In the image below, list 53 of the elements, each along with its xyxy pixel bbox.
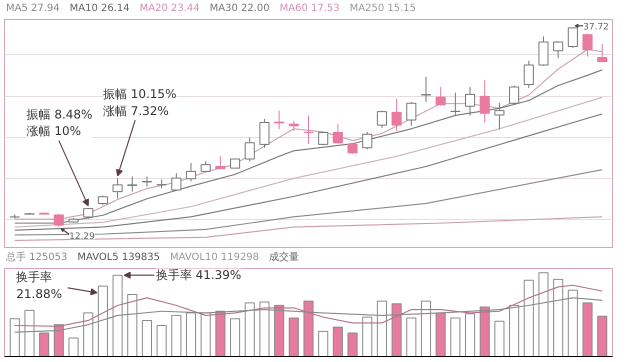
- candlestick: [142, 176, 152, 188]
- bar: [288, 317, 299, 356]
- candlestick: [112, 178, 123, 199]
- bar: [68, 338, 79, 356]
- candlestick: [538, 36, 549, 66]
- bar: [494, 320, 504, 356]
- candlestick: [392, 98, 402, 132]
- candlestick: [480, 80, 490, 123]
- candlestick: [524, 60, 534, 88]
- candlestick: [171, 172, 182, 190]
- candlestick: [54, 213, 64, 228]
- candlestick: [464, 86, 476, 116]
- candlestick: [509, 85, 520, 105]
- candlestick: [200, 160, 211, 172]
- annotation: 12.29: [69, 232, 96, 242]
- candlestick: [244, 137, 255, 162]
- candlestick: [215, 156, 226, 170]
- bar: [597, 316, 608, 356]
- candlestick: [259, 118, 270, 148]
- annotation: 振幅 10.15% 涨幅 7.32%: [102, 86, 176, 118]
- annotation: 振幅 8.48% 涨幅 10%: [26, 107, 92, 138]
- candlestick: [348, 142, 358, 154]
- bar: [406, 317, 416, 356]
- candlestick: [98, 195, 108, 206]
- bar: [318, 330, 328, 356]
- candlestick: [494, 102, 504, 130]
- bar: [348, 332, 358, 356]
- annotation: 换手率 21.88%: [16, 270, 62, 301]
- candlestick: [332, 124, 343, 144]
- candlestick: [288, 120, 299, 132]
- bar: [582, 302, 593, 356]
- bar: [230, 318, 240, 356]
- candlestick: [127, 176, 138, 192]
- candlestick: [376, 110, 387, 128]
- bar: [142, 320, 152, 356]
- candlestick: [436, 86, 446, 106]
- candlestick: [597, 44, 608, 62]
- candlestick: [406, 102, 416, 126]
- candlestick: [274, 110, 284, 130]
- candlestick: [450, 92, 460, 116]
- annotation: 37.72: [583, 22, 609, 32]
- candlestick: [582, 33, 593, 58]
- candlestick: [186, 162, 196, 182]
- candlestick: [553, 40, 564, 59]
- bar: [156, 324, 167, 356]
- candlestick: [362, 131, 372, 150]
- bar: [332, 326, 343, 356]
- bar: [171, 314, 182, 356]
- candlestick: [318, 131, 328, 146]
- candlestick: [230, 158, 240, 169]
- annotation: 换手率 41.39%: [156, 268, 242, 282]
- candlestick: [420, 76, 432, 103]
- bar: [450, 317, 460, 356]
